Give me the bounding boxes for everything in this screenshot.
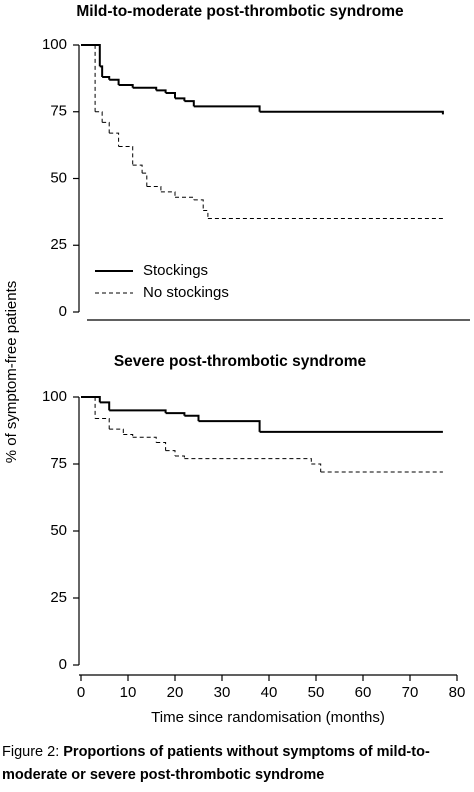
x-tick-label: 60 [355,684,372,701]
caption-text: Proportions of patients without symptoms… [2,744,430,783]
line-step [99,65,104,78]
line-step [81,396,101,403]
line-step [193,105,261,112]
y-tick-label: 100 [42,36,67,53]
line-step [156,89,167,94]
line-step [175,97,186,102]
chart-title: Severe post-thrombotic syndrome [114,353,367,370]
x-tick-label: 10 [120,684,137,701]
x-tick-label: 20 [167,684,184,701]
line-step [156,442,167,451]
y-tick-label: 0 [59,656,67,673]
line-step [109,428,124,435]
line-step [118,145,134,166]
line-step [118,84,134,88]
line-step [165,450,176,456]
line-step [184,414,200,422]
x-axis-label: Time since randomisation (months) [151,709,385,726]
caption: Figure 2: Proportions of patients withou… [2,741,472,787]
line-step [203,210,209,219]
y-tick-label: 25 [50,589,67,606]
line-step [102,121,110,134]
y-tick-label: 100 [42,388,67,405]
y-axis-label: % of symptom-free patients [3,281,20,464]
y-tick-label: 75 [50,103,67,120]
line-step [95,417,110,430]
line-step [165,412,186,416]
x-tick-label: 50 [308,684,325,701]
line-step [109,132,120,147]
line-step [109,409,167,414]
x-tick-label: 70 [402,684,419,701]
line-step [175,455,185,459]
line-step [102,76,111,80]
y-tick-label: 50 [50,169,67,186]
y-tick-label: 25 [50,236,67,253]
y-tick-label: 50 [50,522,67,539]
x-tick-label: 80 [449,684,466,701]
line-step [160,191,176,198]
line-step [311,463,322,473]
legend-label: Stockings [143,262,208,279]
line-step [193,199,204,211]
line-step [259,110,444,115]
line-step [165,92,176,99]
y-tick-label: 0 [59,303,67,320]
chart-title: Mild-to-moderate post-thrombotic syndrom… [76,3,404,20]
line-step [81,44,96,112]
line-step [142,172,148,187]
line-step [95,111,103,123]
line-step [132,86,158,91]
chart: Mild-to-moderate post-thrombotic syndrom… [3,3,470,726]
line-step [123,434,134,438]
line-step [81,44,101,67]
y-tick-label: 75 [50,455,67,472]
line-step [146,186,162,192]
line-step [132,164,143,174]
line-step [109,78,120,86]
line-step [198,420,261,432]
caption-label: Figure 2: [2,744,60,760]
line-step [184,100,195,107]
line-step [132,436,157,443]
legend-label: No stockings [143,284,229,301]
x-tick-label: 30 [214,684,231,701]
x-tick-label: 0 [77,684,85,701]
line-step [175,196,195,200]
x-tick-label: 40 [261,684,278,701]
line-step [99,401,111,411]
line-step [81,396,96,419]
line-step [184,458,312,464]
